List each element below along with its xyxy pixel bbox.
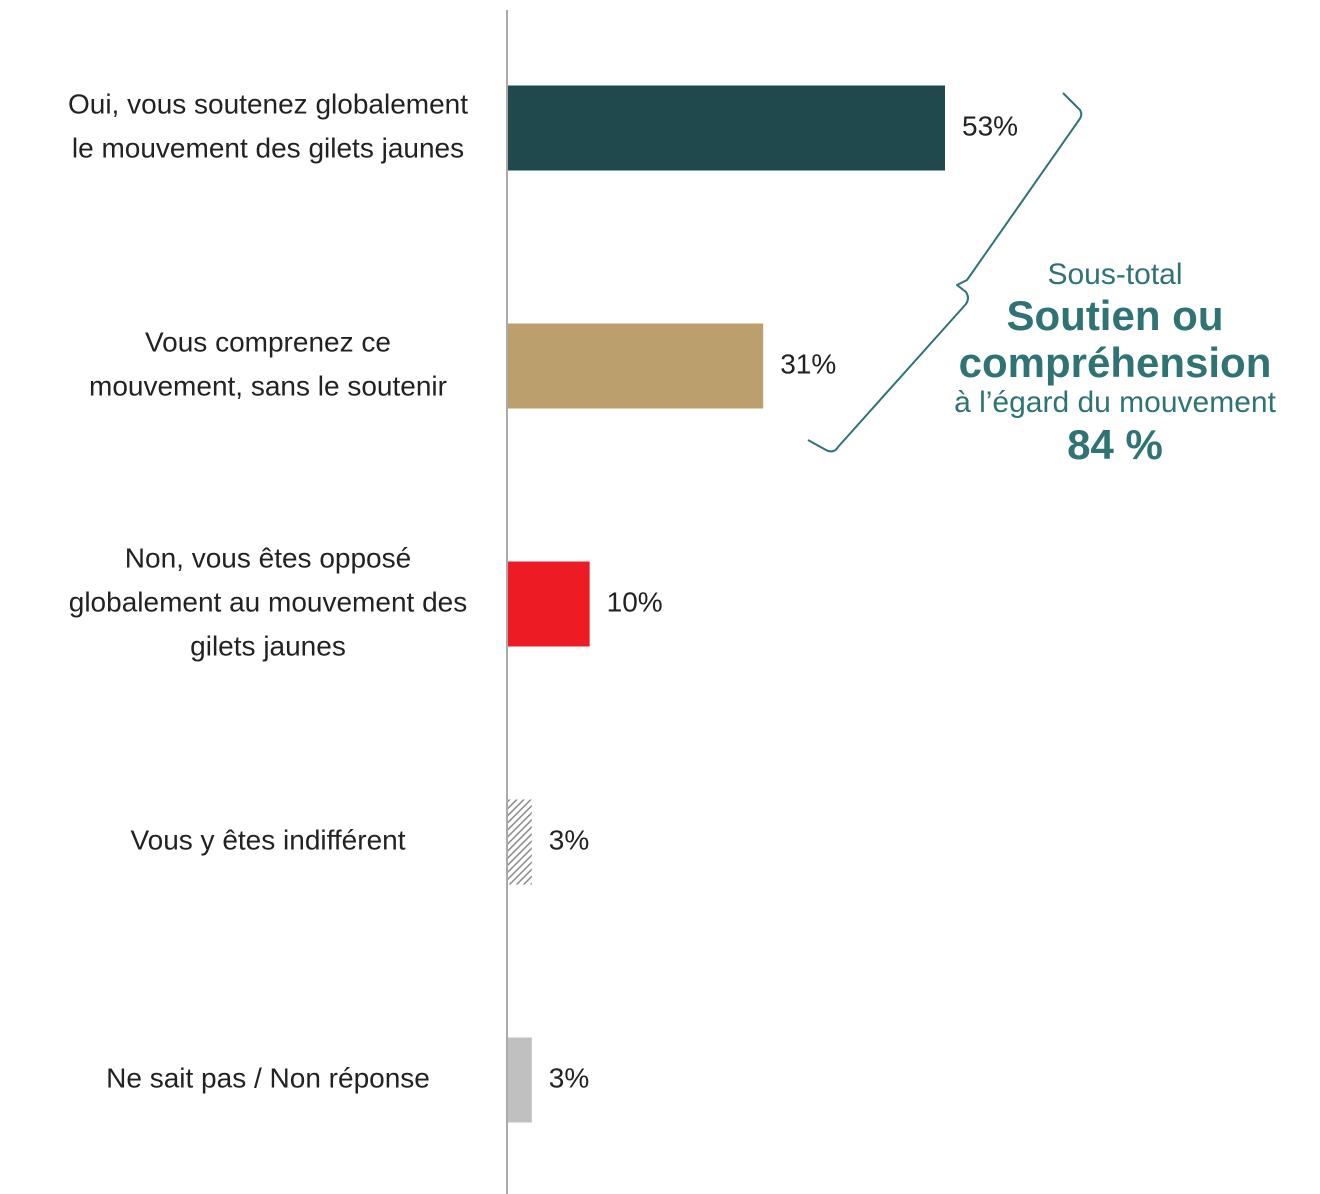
bar-2	[507, 323, 764, 409]
subtotal-annotation: Sous-total Soutien ou compréhension à l’…	[905, 258, 1320, 468]
value-label-3: 10%	[607, 586, 663, 617]
category-label-4-line-1: Vous y êtes indifférent	[131, 824, 406, 855]
category-label-2: Vous comprenez ce mouvement, sans le sout…	[89, 326, 447, 401]
value-label-5: 3%	[549, 1062, 589, 1093]
category-label-1-line-2: le mouvement des gilets jaunes	[72, 132, 464, 163]
category-label-3-line-2: globalement au mouvement des	[69, 586, 467, 617]
category-label-2-line-1: Vous comprenez ce	[145, 326, 391, 357]
subtotal-description: à l’égard du mouvement	[954, 385, 1276, 419]
bar-4	[507, 799, 532, 885]
subtotal-label: Sous-total	[1047, 258, 1183, 291]
subtotal-bracket	[807, 92, 1083, 453]
bar-5	[507, 1037, 532, 1123]
category-label-3: Non, vous êtes opposé globalement au mouv…	[69, 542, 467, 661]
category-label-3-line-3: gilets jaunes	[190, 630, 346, 661]
bar-1	[507, 85, 945, 171]
category-label-3-line-1: Non, vous êtes opposé	[125, 542, 411, 573]
subtotal-total: 84 %	[1067, 421, 1163, 469]
category-label-1-line-1: Oui, vous soutenez globalement	[68, 88, 468, 119]
bar-3	[507, 561, 590, 647]
category-label-1: Oui, vous soutenez globalement le mouveme…	[68, 88, 468, 163]
value-label-1: 53%	[962, 110, 1018, 141]
value-label-2: 31%	[780, 348, 836, 379]
category-label-5: Ne sait pas / Non réponse	[106, 1062, 430, 1093]
subtotal-title-line-2: compréhension	[958, 338, 1272, 386]
value-label-4: 3%	[549, 824, 589, 855]
category-label-4: Vous y êtes indifférent	[131, 824, 406, 855]
category-label-5-line-1: Ne sait pas / Non réponse	[106, 1062, 430, 1093]
category-label-2-line-2: mouvement, sans le soutenir	[89, 370, 447, 401]
subtotal-title-line-1: Soutien ou	[1006, 291, 1224, 339]
